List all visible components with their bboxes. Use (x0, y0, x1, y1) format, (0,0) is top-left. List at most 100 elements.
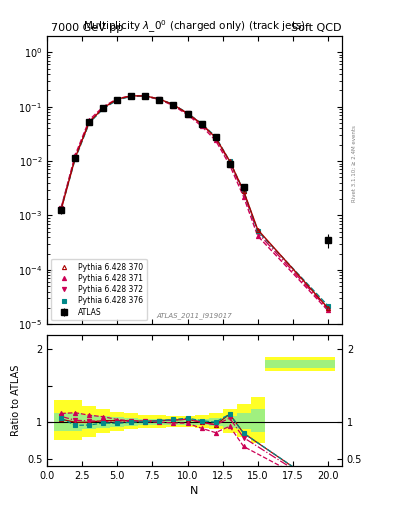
Bar (138, 419, 152, 425)
Bar (265, 357, 335, 371)
Pythia 6.428 372 (73, 154, 77, 160)
Pythia 6.428 376 (241, 188, 246, 194)
Pythia 6.428 372 (227, 159, 232, 165)
Pythia 6.428 376 (213, 134, 218, 140)
Bar (251, 397, 265, 442)
Line: Pythia 6.428 370: Pythia 6.428 370 (59, 94, 330, 310)
Bar (96, 416, 110, 428)
Pythia 6.428 376 (227, 158, 232, 164)
Pythia 6.428 376 (129, 93, 134, 99)
Text: 7000 GeV pp: 7000 GeV pp (51, 23, 123, 33)
Y-axis label: Ratio to ATLAS: Ratio to ATLAS (11, 365, 21, 436)
Bar (167, 416, 180, 428)
Pythia 6.428 372 (59, 205, 64, 211)
Pythia 6.428 372 (115, 96, 120, 102)
Pythia 6.428 372 (143, 93, 148, 99)
Bar (96, 409, 110, 433)
Line: Pythia 6.428 372: Pythia 6.428 372 (59, 94, 330, 311)
Pythia 6.428 370 (171, 102, 176, 108)
Pythia 6.428 370 (87, 119, 92, 125)
X-axis label: N: N (190, 486, 199, 496)
Bar (152, 419, 167, 425)
Pythia 6.428 371 (185, 112, 190, 118)
Pythia 6.428 371 (115, 96, 120, 102)
Bar (124, 418, 138, 426)
Bar (54, 400, 68, 440)
Pythia 6.428 370 (255, 226, 260, 232)
Pythia 6.428 371 (241, 194, 246, 200)
Pythia 6.428 370 (115, 96, 120, 102)
Bar (195, 419, 209, 425)
Pythia 6.428 371 (171, 102, 176, 109)
Bar (110, 412, 124, 431)
Bar (251, 409, 265, 433)
Line: Pythia 6.428 371: Pythia 6.428 371 (59, 94, 330, 312)
Text: Rivet 3.1.10; ≥ 2.4M events: Rivet 3.1.10; ≥ 2.4M events (352, 125, 357, 202)
Pythia 6.428 370 (143, 93, 148, 99)
Pythia 6.428 371 (73, 152, 77, 158)
Pythia 6.428 372 (157, 96, 162, 102)
Pythia 6.428 372 (129, 93, 134, 99)
Bar (110, 417, 124, 426)
Pythia 6.428 370 (59, 206, 64, 212)
Bar (222, 416, 237, 428)
Bar (82, 415, 96, 430)
Pythia 6.428 371 (227, 162, 232, 168)
Title: Multiplicity $\lambda\_0^0$ (charged only) (track jets): Multiplicity $\lambda\_0^0$ (charged onl… (83, 18, 306, 35)
Bar (54, 414, 68, 431)
Text: Soft QCD: Soft QCD (292, 23, 342, 33)
Pythia 6.428 372 (213, 135, 218, 141)
Pythia 6.428 372 (171, 102, 176, 108)
Pythia 6.428 372 (325, 306, 330, 312)
Bar (195, 415, 209, 428)
Pythia 6.428 372 (199, 121, 204, 127)
Pythia 6.428 376 (143, 93, 148, 99)
Pythia 6.428 376 (185, 110, 190, 116)
Bar (265, 360, 335, 368)
Pythia 6.428 371 (157, 96, 162, 102)
Pythia 6.428 370 (185, 111, 190, 117)
Pythia 6.428 372 (241, 190, 246, 196)
Pythia 6.428 376 (255, 228, 260, 234)
Pythia 6.428 372 (87, 119, 92, 125)
Bar (209, 418, 222, 426)
Bar (209, 414, 222, 430)
Bar (180, 416, 195, 428)
Bar (167, 419, 180, 425)
Pythia 6.428 370 (101, 105, 106, 111)
Text: ATLAS_2011_I919017: ATLAS_2011_I919017 (157, 312, 232, 318)
Pythia 6.428 376 (87, 120, 92, 126)
Pythia 6.428 370 (241, 188, 246, 194)
Bar (68, 400, 82, 440)
Bar (82, 406, 96, 437)
Pythia 6.428 371 (255, 233, 260, 239)
Bar (152, 415, 167, 428)
Bar (180, 419, 195, 425)
Pythia 6.428 371 (325, 307, 330, 313)
Pythia 6.428 376 (101, 105, 106, 112)
Pythia 6.428 371 (213, 137, 218, 143)
Pythia 6.428 376 (199, 120, 204, 126)
Pythia 6.428 372 (185, 111, 190, 117)
Legend: Pythia 6.428 370, Pythia 6.428 371, Pythia 6.428 372, Pythia 6.428 376, ATLAS: Pythia 6.428 370, Pythia 6.428 371, Pyth… (51, 259, 147, 321)
Bar (138, 415, 152, 428)
Pythia 6.428 376 (59, 206, 64, 212)
Pythia 6.428 370 (73, 155, 77, 161)
Pythia 6.428 376 (157, 96, 162, 102)
Pythia 6.428 370 (199, 121, 204, 127)
Pythia 6.428 371 (87, 117, 92, 123)
Pythia 6.428 372 (255, 230, 260, 236)
Pythia 6.428 370 (157, 96, 162, 102)
Bar (222, 409, 237, 433)
Pythia 6.428 371 (143, 93, 148, 99)
Pythia 6.428 376 (115, 97, 120, 103)
Pythia 6.428 371 (101, 103, 106, 110)
Pythia 6.428 372 (101, 105, 106, 111)
Pythia 6.428 370 (213, 135, 218, 141)
Pythia 6.428 376 (73, 156, 77, 162)
Pythia 6.428 376 (171, 101, 176, 108)
Bar (237, 414, 251, 430)
Pythia 6.428 370 (227, 158, 232, 164)
Pythia 6.428 370 (129, 93, 134, 99)
Pythia 6.428 371 (59, 204, 64, 210)
